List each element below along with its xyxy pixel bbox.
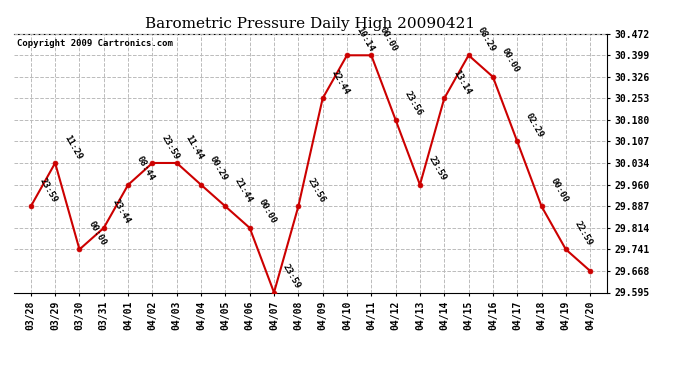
Text: 00:00: 00:00 — [86, 219, 108, 247]
Text: 02:29: 02:29 — [524, 111, 545, 139]
Text: 13:14: 13:14 — [451, 68, 473, 96]
Text: 23:59: 23:59 — [281, 262, 302, 290]
Text: 21:44: 21:44 — [233, 176, 253, 204]
Text: 22:59: 22:59 — [573, 219, 594, 247]
Title: Barometric Pressure Daily High 20090421: Barometric Pressure Daily High 20090421 — [146, 17, 475, 31]
Text: 23:59: 23:59 — [427, 155, 448, 183]
Text: 00:00: 00:00 — [549, 176, 570, 204]
Text: 22:44: 22:44 — [330, 68, 351, 96]
Text: 10:14: 10:14 — [354, 26, 375, 53]
Text: 23:59: 23:59 — [38, 176, 59, 204]
Text: 11:29: 11:29 — [62, 133, 83, 161]
Text: 08:44: 08:44 — [135, 155, 156, 183]
Text: 23:44: 23:44 — [110, 198, 132, 226]
Text: Copyright 2009 Cartronics.com: Copyright 2009 Cartronics.com — [17, 39, 172, 48]
Text: 23:56: 23:56 — [305, 176, 326, 204]
Text: 00:00: 00:00 — [378, 26, 400, 53]
Text: 00:00: 00:00 — [500, 47, 521, 75]
Text: 00:00: 00:00 — [257, 198, 278, 226]
Text: 23:56: 23:56 — [402, 90, 424, 118]
Text: 23:59: 23:59 — [159, 133, 181, 161]
Text: 08:29: 08:29 — [475, 26, 497, 53]
Text: 11:44: 11:44 — [184, 133, 205, 161]
Text: 00:29: 00:29 — [208, 155, 229, 183]
